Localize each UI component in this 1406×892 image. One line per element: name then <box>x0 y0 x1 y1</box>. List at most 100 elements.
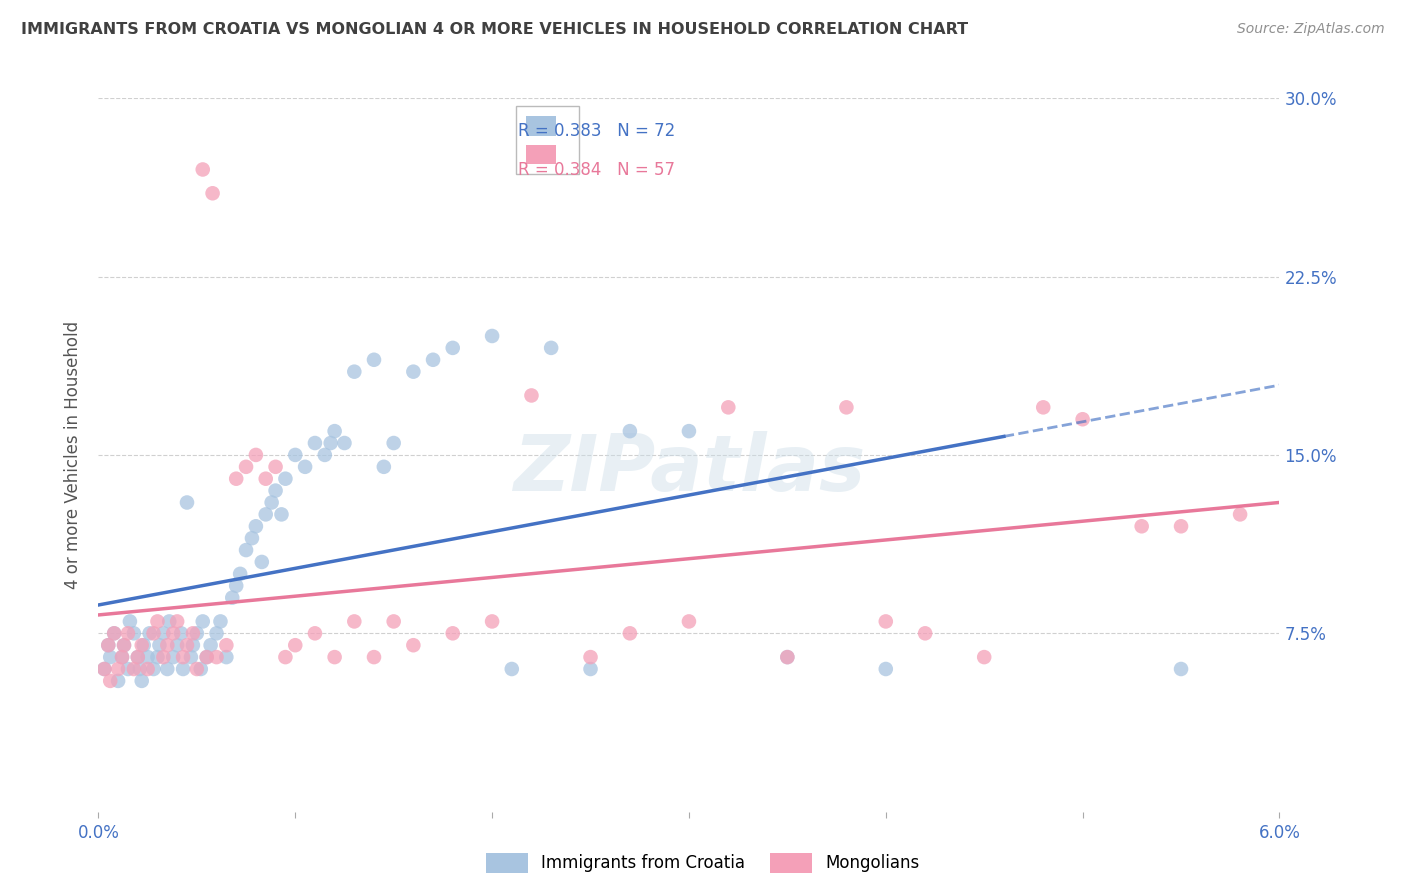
Point <box>402 638 425 652</box>
Point <box>245 448 267 462</box>
Point <box>254 472 277 486</box>
Y-axis label: 4 or more Vehicles in Household: 4 or more Vehicles in Household <box>65 321 83 589</box>
Point <box>481 329 503 343</box>
Point <box>274 472 297 486</box>
Point <box>122 662 145 676</box>
Point <box>304 626 326 640</box>
Point <box>209 615 232 629</box>
Point <box>776 650 799 665</box>
Point <box>250 555 273 569</box>
Point <box>166 615 188 629</box>
Point <box>180 650 202 665</box>
Point <box>142 662 165 676</box>
Point <box>98 673 121 688</box>
Point <box>1071 412 1094 426</box>
Point <box>93 662 115 676</box>
Point <box>118 615 141 629</box>
Point <box>441 341 464 355</box>
Point <box>422 352 444 367</box>
Point <box>93 662 115 676</box>
Point <box>103 626 125 640</box>
Point <box>97 638 120 652</box>
Point <box>235 543 257 558</box>
Point <box>97 638 120 652</box>
Point <box>200 638 222 652</box>
Point <box>191 162 214 177</box>
Point <box>195 650 218 665</box>
Point <box>240 531 263 545</box>
Point <box>181 638 204 652</box>
Point <box>111 650 134 665</box>
Point <box>215 638 238 652</box>
Point <box>186 662 208 676</box>
Point <box>122 626 145 640</box>
Point <box>875 662 897 676</box>
Point <box>270 508 292 522</box>
Point <box>294 459 316 474</box>
Point <box>112 638 135 652</box>
Point <box>162 650 184 665</box>
Point <box>138 626 160 640</box>
Point <box>264 459 287 474</box>
Point <box>579 662 602 676</box>
Point <box>323 650 346 665</box>
Point <box>142 626 165 640</box>
Point <box>875 615 897 629</box>
Point <box>1130 519 1153 533</box>
Point <box>156 638 179 652</box>
Text: R = 0.383   N = 72: R = 0.383 N = 72 <box>517 121 675 139</box>
Point <box>162 626 184 640</box>
Point <box>176 638 198 652</box>
Point <box>501 662 523 676</box>
Text: Source: ZipAtlas.com: Source: ZipAtlas.com <box>1237 22 1385 37</box>
Point <box>205 626 228 640</box>
Point <box>215 650 238 665</box>
Point <box>619 424 641 438</box>
Point <box>225 472 247 486</box>
Point <box>131 673 153 688</box>
Point <box>373 459 395 474</box>
Point <box>152 626 174 640</box>
Point <box>973 650 995 665</box>
Legend: , : , <box>516 106 579 174</box>
Point <box>540 341 562 355</box>
Point <box>284 448 307 462</box>
Point <box>1229 508 1251 522</box>
Point <box>127 650 149 665</box>
Point <box>1170 662 1192 676</box>
Point <box>481 615 503 629</box>
Point <box>201 186 224 201</box>
Point <box>274 650 297 665</box>
Point <box>619 626 641 640</box>
Point <box>229 566 252 581</box>
Point <box>176 495 198 509</box>
Point <box>221 591 243 605</box>
Point <box>914 626 936 640</box>
Point <box>152 650 174 665</box>
Point <box>186 626 208 640</box>
Point <box>304 436 326 450</box>
Point <box>363 352 385 367</box>
Point <box>678 424 700 438</box>
Point <box>382 615 405 629</box>
Point <box>520 388 543 402</box>
Point <box>254 508 277 522</box>
Point <box>98 650 121 665</box>
Text: ZIPatlas: ZIPatlas <box>513 431 865 508</box>
Point <box>205 650 228 665</box>
Point <box>112 638 135 652</box>
Legend: Immigrants from Croatia, Mongolians: Immigrants from Croatia, Mongolians <box>479 847 927 880</box>
Point <box>181 626 204 640</box>
Point <box>146 615 169 629</box>
Point <box>136 662 159 676</box>
Text: IMMIGRANTS FROM CROATIA VS MONGOLIAN 4 OR MORE VEHICLES IN HOUSEHOLD CORRELATION: IMMIGRANTS FROM CROATIA VS MONGOLIAN 4 O… <box>21 22 969 37</box>
Point <box>363 650 385 665</box>
Point <box>343 615 366 629</box>
Point <box>382 436 405 450</box>
Point <box>225 579 247 593</box>
Point <box>131 638 153 652</box>
Point <box>314 448 336 462</box>
Point <box>172 650 194 665</box>
Point <box>172 662 194 676</box>
Point <box>136 650 159 665</box>
